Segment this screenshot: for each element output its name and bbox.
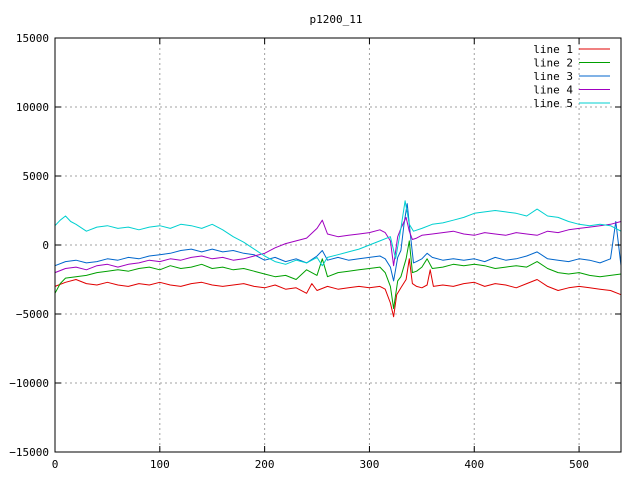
- x-tick-label: 300: [360, 458, 380, 471]
- series-line-4: [54, 216, 622, 274]
- chart-title: p1200_11: [310, 13, 363, 26]
- series-line-5: [54, 200, 622, 267]
- axis-ticks: 0 100 200 300 400 500 −15000 −10000 −5000 0 5000 10…: [9, 32, 621, 471]
- legend-label-2: line 2: [533, 57, 573, 70]
- series-line-1: [54, 258, 622, 318]
- y-tick-label: −10000: [9, 377, 49, 390]
- y-tick-label: 10000: [16, 101, 49, 114]
- legend-label-1: line 1: [533, 43, 573, 56]
- legend-label-3: line 3: [533, 70, 573, 83]
- series-lines: [54, 200, 622, 318]
- series-line-2: [54, 240, 622, 309]
- x-tick-label: 0: [52, 458, 59, 471]
- grid-lines: [55, 38, 621, 452]
- x-tick-label: 100: [150, 458, 170, 471]
- legend-label-5: line 5: [533, 97, 573, 110]
- x-tick-label: 500: [569, 458, 589, 471]
- x-tick-label: 400: [464, 458, 484, 471]
- series-line-3: [54, 203, 622, 282]
- y-tick-label: −15000: [9, 446, 49, 459]
- y-tick-label: 5000: [23, 170, 50, 183]
- y-tick-label: −5000: [16, 308, 49, 321]
- y-tick-label: 0: [42, 239, 49, 252]
- legend-label-4: line 4: [533, 84, 573, 97]
- x-tick-label: 200: [255, 458, 275, 471]
- y-tick-label: 15000: [16, 32, 49, 45]
